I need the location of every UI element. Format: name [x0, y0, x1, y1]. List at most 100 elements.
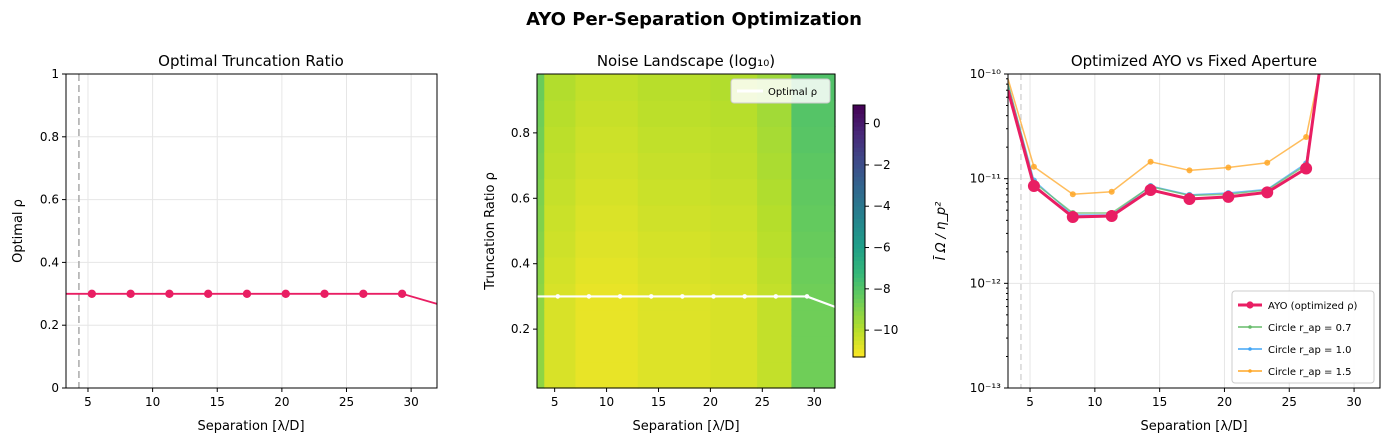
optimal-rho-point [320, 289, 329, 298]
y-tick-label: 0.2 [40, 318, 59, 332]
colorbar-segment [853, 180, 865, 186]
heatmap-cell [575, 257, 639, 284]
heatmap-cell [791, 335, 836, 363]
series-point-3 [1186, 167, 1193, 174]
optimal-rho-overlay-point [773, 294, 779, 299]
legend-label: Circle r_ap = 1.0 [1268, 345, 1352, 356]
heatmap-cell [710, 257, 758, 284]
heatmap-cell [710, 335, 758, 363]
heatmap-cell [544, 309, 577, 337]
heatmap-cell [537, 309, 545, 337]
heatmap-cell [757, 152, 792, 180]
heatmap-cell [537, 126, 545, 154]
heatmap-cell [537, 74, 545, 101]
colorbar-segment [853, 117, 865, 123]
heatmap-cell [791, 257, 836, 284]
heatmap-cell [537, 152, 545, 180]
colorbar-segment [853, 189, 865, 194]
panel2-ylabel: Truncation Ratio ρ [483, 172, 498, 291]
x-tick-label: 5 [1026, 395, 1034, 409]
optimal-rho-point [126, 289, 135, 298]
heatmap-cell [537, 335, 545, 363]
colorbar-segment [853, 159, 865, 165]
heatmap-cell [791, 126, 836, 154]
colorbar-segment [853, 138, 865, 144]
optimal-rho-point [359, 289, 368, 298]
x-tick-label: 30 [807, 395, 822, 409]
x-tick-label: 25 [755, 395, 770, 409]
panel-optimal-truncation-ratio: Optimal Truncation Ratio Separation [λ/D… [11, 52, 438, 434]
panel2-xlabel: Separation [λ/D] [632, 419, 739, 434]
colorbar-segment [853, 142, 865, 148]
heatmap-cell [537, 178, 545, 206]
x-tick-label: 15 [1152, 395, 1167, 409]
colorbar-segment [853, 214, 865, 219]
colorbar-segment [853, 264, 865, 270]
colorbar-segment [853, 226, 865, 232]
series-point-3 [1030, 163, 1037, 170]
heatmap-cell [757, 126, 792, 154]
heatmap-cell [575, 231, 639, 258]
heatmap-cell [757, 204, 792, 232]
legend-marker [1248, 347, 1252, 351]
x-tick-label: 30 [1346, 395, 1361, 409]
y-tick-label: 0.8 [40, 130, 59, 144]
colorbar-segment [853, 163, 865, 169]
heatmap-cell [757, 257, 792, 284]
heatmap-cell [575, 204, 639, 232]
legend-marker [1248, 369, 1252, 373]
heatmap-cell [757, 361, 792, 389]
colorbar-segment [853, 315, 865, 320]
heatmap-cell [575, 335, 639, 363]
panel-noise-landscape: Noise Landscape (log₁₀) Separation [λ/D]… [483, 52, 898, 434]
heatmap-cell [544, 204, 577, 232]
heatmap-cell [637, 126, 712, 154]
colorbar-segment [853, 310, 865, 316]
legend-label: Circle r_ap = 1.5 [1268, 367, 1352, 378]
y-tick-label: 10⁻¹⁰ [970, 67, 1001, 81]
heatmap-cell [637, 309, 712, 337]
heatmap-cell [544, 178, 577, 206]
x-tick-label: 25 [1282, 395, 1297, 409]
heatmap-cell [791, 231, 836, 258]
colorbar-tick-label: −6 [873, 241, 891, 255]
series-point-0 [1144, 183, 1157, 196]
y-tick-label: 10⁻¹¹ [970, 172, 1001, 186]
x-tick-label: 15 [651, 395, 666, 409]
y-tick-label: 0.4 [40, 255, 59, 269]
series-point-3 [1108, 188, 1115, 195]
colorbar-segment [853, 327, 865, 333]
series-point-3 [1303, 134, 1310, 141]
series-point-0 [1183, 192, 1196, 205]
panel2-legend: Optimal ρ [730, 78, 831, 104]
optimal-rho-point [281, 289, 290, 298]
axes-frame [65, 73, 438, 389]
colorbar-segment [853, 277, 865, 282]
heatmap-cell [757, 178, 792, 206]
y-tick-label: 10⁻¹² [970, 276, 1001, 290]
series-point-3 [1147, 158, 1154, 165]
legend-label-optimal: Optimal ρ [768, 87, 817, 98]
heatmap-cell [544, 231, 577, 258]
heatmap-cell [637, 100, 712, 127]
colorbar-frame [852, 104, 866, 358]
colorbar-segment [853, 147, 865, 152]
y-tick-label: 0 [51, 381, 59, 395]
series-line-3 [1008, 74, 1320, 196]
panel3-legend: AYO (optimized ρ) Circle r_ap = 0.7 Circle… [1231, 290, 1375, 384]
optimal-rho-point [242, 289, 252, 298]
y-tick-label: 0.4 [511, 257, 530, 271]
heatmap-cell [575, 100, 639, 127]
x-tick-label: 20 [274, 395, 289, 409]
heatmap-cell [757, 335, 792, 363]
figure-title: AYO Per-Separation Optimization [526, 9, 862, 30]
optimal-rho-overlay-point [648, 294, 654, 299]
colorbar-segment [853, 218, 865, 224]
legend-marker [1248, 325, 1252, 329]
colorbar-segment [853, 260, 865, 266]
optimal-rho-overlay-point [586, 294, 592, 299]
y-tick-label: 10⁻¹³ [970, 381, 1001, 395]
colorbar-segment [853, 205, 865, 211]
colorbar-segment [853, 109, 865, 114]
